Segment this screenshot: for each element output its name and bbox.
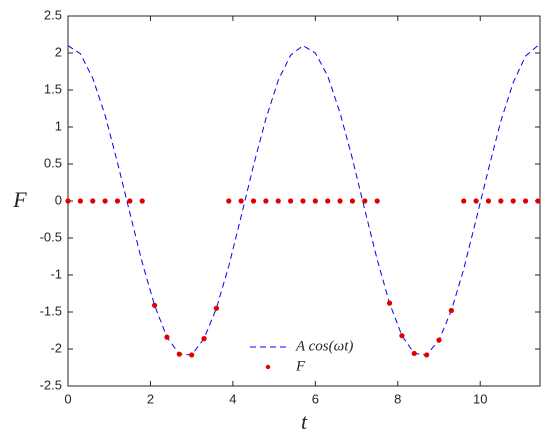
y-tick-label: -2.5 — [40, 377, 62, 392]
point — [510, 198, 516, 204]
point — [77, 198, 83, 204]
point — [226, 198, 232, 204]
point — [213, 305, 220, 311]
point — [176, 351, 182, 357]
x-tick-label: 4 — [229, 391, 236, 406]
x-tick-label: 2 — [147, 391, 154, 406]
point — [201, 336, 207, 342]
point — [448, 307, 454, 314]
legend-label: A cos(ωt) — [295, 338, 353, 354]
y-tick-label: 0.5 — [44, 155, 62, 170]
y-tick-label: 1.5 — [44, 81, 62, 96]
point — [473, 198, 479, 204]
x-axis-label: t — [301, 409, 308, 434]
legend-label: F — [295, 358, 306, 374]
point — [349, 198, 356, 204]
point — [151, 302, 158, 308]
y-tick-label: 2 — [55, 44, 62, 59]
point — [461, 198, 467, 204]
point — [386, 300, 393, 306]
point — [139, 198, 145, 204]
y-tick-label: -2 — [50, 340, 62, 355]
point — [498, 198, 504, 204]
y-tick-label: -1.5 — [40, 303, 62, 318]
point — [411, 350, 417, 357]
point — [90, 198, 96, 204]
point — [189, 352, 195, 358]
y-axis-label: F — [12, 187, 27, 212]
x-tick-label: 10 — [473, 391, 487, 406]
point — [65, 198, 71, 204]
point — [424, 352, 430, 358]
line — [67, 44, 539, 356]
point — [522, 198, 529, 204]
y-tick-label: 0 — [55, 192, 62, 207]
point — [337, 198, 343, 204]
point — [102, 198, 108, 204]
point — [275, 198, 281, 204]
x-tick-label: 6 — [312, 391, 319, 406]
point — [312, 198, 318, 204]
legend-marker — [265, 364, 271, 370]
point — [485, 198, 492, 204]
y-tick-label: 2.5 — [44, 7, 62, 22]
point — [436, 337, 442, 343]
point — [263, 198, 269, 204]
y-tick-label: -0.5 — [40, 229, 62, 244]
point — [300, 198, 306, 204]
point — [288, 198, 294, 204]
point — [127, 198, 133, 204]
point — [114, 198, 121, 204]
x-tick-label: 8 — [394, 391, 401, 406]
point — [399, 333, 405, 339]
point — [164, 334, 170, 340]
point — [238, 198, 244, 204]
point — [535, 198, 541, 204]
x-tick-label: 0 — [64, 391, 71, 406]
y-tick-label: 1 — [55, 118, 62, 133]
point — [325, 198, 331, 204]
point — [250, 198, 257, 204]
y-tick-label: -1 — [50, 266, 62, 281]
point — [374, 198, 380, 204]
point — [362, 198, 368, 204]
